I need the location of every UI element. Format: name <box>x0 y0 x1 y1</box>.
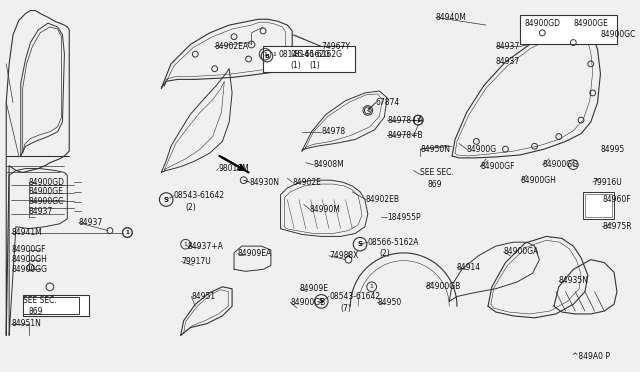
Text: 84990M: 84990M <box>310 205 340 214</box>
Text: S: S <box>164 196 169 203</box>
Text: 84950N: 84950N <box>420 145 450 154</box>
Bar <box>22 295 88 316</box>
Text: 08543-61642: 08543-61642 <box>329 292 380 301</box>
Text: 84902E: 84902E <box>292 177 321 187</box>
Text: 84937: 84937 <box>496 57 520 67</box>
Text: 84900G: 84900G <box>467 145 497 154</box>
Text: 84902EB: 84902EB <box>366 195 400 204</box>
Text: 84951: 84951 <box>191 292 216 301</box>
Bar <box>22 296 79 314</box>
Text: 1: 1 <box>125 230 129 235</box>
Text: 84902EA: 84902EA <box>214 42 249 51</box>
Text: 84900GG: 84900GG <box>11 265 47 274</box>
Text: 84900GD: 84900GD <box>29 177 65 187</box>
Bar <box>583 192 614 219</box>
Text: 84937: 84937 <box>496 42 520 51</box>
Text: 74967Y: 74967Y <box>321 42 350 51</box>
Text: 84937: 84937 <box>79 218 103 227</box>
Text: 1: 1 <box>273 52 276 57</box>
Text: 84908M: 84908M <box>314 160 344 169</box>
Text: 84930N: 84930N <box>250 177 280 187</box>
Text: 1: 1 <box>416 118 420 123</box>
Text: 84978: 84978 <box>321 127 346 136</box>
Text: 1: 1 <box>125 230 129 235</box>
Text: 79917U: 79917U <box>182 257 211 266</box>
Text: 1: 1 <box>572 162 575 167</box>
Text: 1: 1 <box>184 242 188 247</box>
Text: 84900GH: 84900GH <box>11 255 47 264</box>
Text: 84937: 84937 <box>29 207 52 216</box>
Text: 84900GC: 84900GC <box>29 197 64 206</box>
Text: 1: 1 <box>370 284 374 289</box>
Text: 84900GE: 84900GE <box>573 19 608 28</box>
Text: B: B <box>264 54 269 59</box>
Text: 98016M: 98016M <box>218 164 249 173</box>
Text: 84909EA: 84909EA <box>238 249 272 259</box>
Text: S: S <box>319 298 324 304</box>
Text: 84951N: 84951N <box>11 319 41 328</box>
Bar <box>263 46 355 72</box>
Text: 84900GE: 84900GE <box>29 187 63 196</box>
Text: 67874: 67874 <box>376 98 400 107</box>
Bar <box>520 15 617 45</box>
Text: 84900GF: 84900GF <box>11 246 45 254</box>
Text: 84900GB: 84900GB <box>291 298 326 307</box>
Text: 84900GD: 84900GD <box>525 19 561 28</box>
Text: 184955P: 184955P <box>387 212 421 221</box>
Text: 84940M: 84940M <box>436 13 467 22</box>
Text: 79916U: 79916U <box>593 177 623 187</box>
Text: 84900GA: 84900GA <box>504 247 539 256</box>
Text: 08146-6162G: 08146-6162G <box>291 50 342 59</box>
Text: 84978+B: 84978+B <box>387 131 423 140</box>
Text: ^849A0 P: ^849A0 P <box>572 352 610 361</box>
Text: 08566-5162A: 08566-5162A <box>368 238 419 247</box>
Text: 84960F: 84960F <box>602 195 631 204</box>
Text: 84900GF: 84900GF <box>480 162 515 171</box>
Text: S: S <box>358 241 362 247</box>
Text: (1): (1) <box>310 61 321 70</box>
Text: 1: 1 <box>416 118 420 123</box>
Text: 84900GG: 84900GG <box>542 160 579 169</box>
Text: 84995: 84995 <box>600 145 625 154</box>
Text: (7): (7) <box>340 304 351 312</box>
Text: 84937+A: 84937+A <box>188 241 223 251</box>
Text: SEE SEC.: SEE SEC. <box>420 168 454 177</box>
Text: 84909E: 84909E <box>300 284 329 293</box>
Text: 84975R: 84975R <box>602 222 632 231</box>
Text: 869: 869 <box>428 180 442 189</box>
Text: 84900GC: 84900GC <box>600 30 636 39</box>
Text: 84935N: 84935N <box>559 276 589 285</box>
Text: 84950: 84950 <box>378 298 402 307</box>
Text: 74988X: 74988X <box>329 251 358 260</box>
Text: 84914: 84914 <box>457 263 481 272</box>
Text: (1): (1) <box>291 61 301 70</box>
Text: 84941M: 84941M <box>11 228 42 237</box>
Text: (2): (2) <box>186 203 196 212</box>
Text: SEE SEC.: SEE SEC. <box>22 296 56 305</box>
Text: 84900GB: 84900GB <box>426 282 461 291</box>
Text: 869: 869 <box>29 307 43 315</box>
Text: (2): (2) <box>380 249 390 259</box>
Text: 08146-6162G: 08146-6162G <box>278 50 331 59</box>
Text: 1: 1 <box>263 52 267 57</box>
Text: 1: 1 <box>366 108 370 113</box>
Bar <box>585 194 612 217</box>
Text: 08543-61642: 08543-61642 <box>174 191 225 200</box>
Text: 84900GH: 84900GH <box>521 176 557 185</box>
Text: 84978+A: 84978+A <box>387 116 423 125</box>
